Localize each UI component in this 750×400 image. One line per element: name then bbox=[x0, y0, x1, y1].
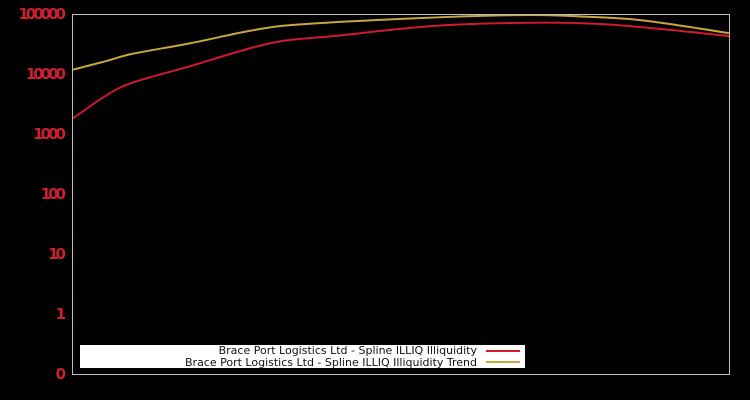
legend: Brace Port Logistics Ltd - Spline ILLIQ … bbox=[80, 345, 525, 368]
legend-label-illiquidity-trend: Brace Port Logistics Ltd - Spline ILLIQ … bbox=[185, 355, 477, 369]
series-line-0 bbox=[73, 21, 729, 120]
ytick-label: 10 bbox=[48, 245, 66, 263]
legend-line-sample-yellow bbox=[486, 361, 520, 364]
series-line-1 bbox=[73, 15, 729, 71]
legend-label-illiquidity: Brace Port Logistics Ltd - Spline ILLIQ … bbox=[218, 344, 477, 358]
spline-chart bbox=[73, 15, 729, 120]
ytick-label: 1000 bbox=[33, 125, 66, 143]
plot-area bbox=[72, 14, 730, 375]
ytick-label: 0 bbox=[55, 365, 66, 383]
ytick-label: 1 bbox=[55, 305, 66, 323]
ytick-label: 100000 bbox=[18, 5, 66, 23]
legend-item-illiquidity-trend: Brace Port Logistics Ltd - Spline ILLIQ … bbox=[80, 357, 525, 368]
legend-line-sample-red bbox=[486, 349, 520, 352]
ytick-label: 100 bbox=[40, 185, 66, 203]
ytick-label: 10000 bbox=[25, 65, 66, 83]
legend-item-illiquidity: Brace Port Logistics Ltd - Spline ILLIQ … bbox=[80, 345, 525, 356]
